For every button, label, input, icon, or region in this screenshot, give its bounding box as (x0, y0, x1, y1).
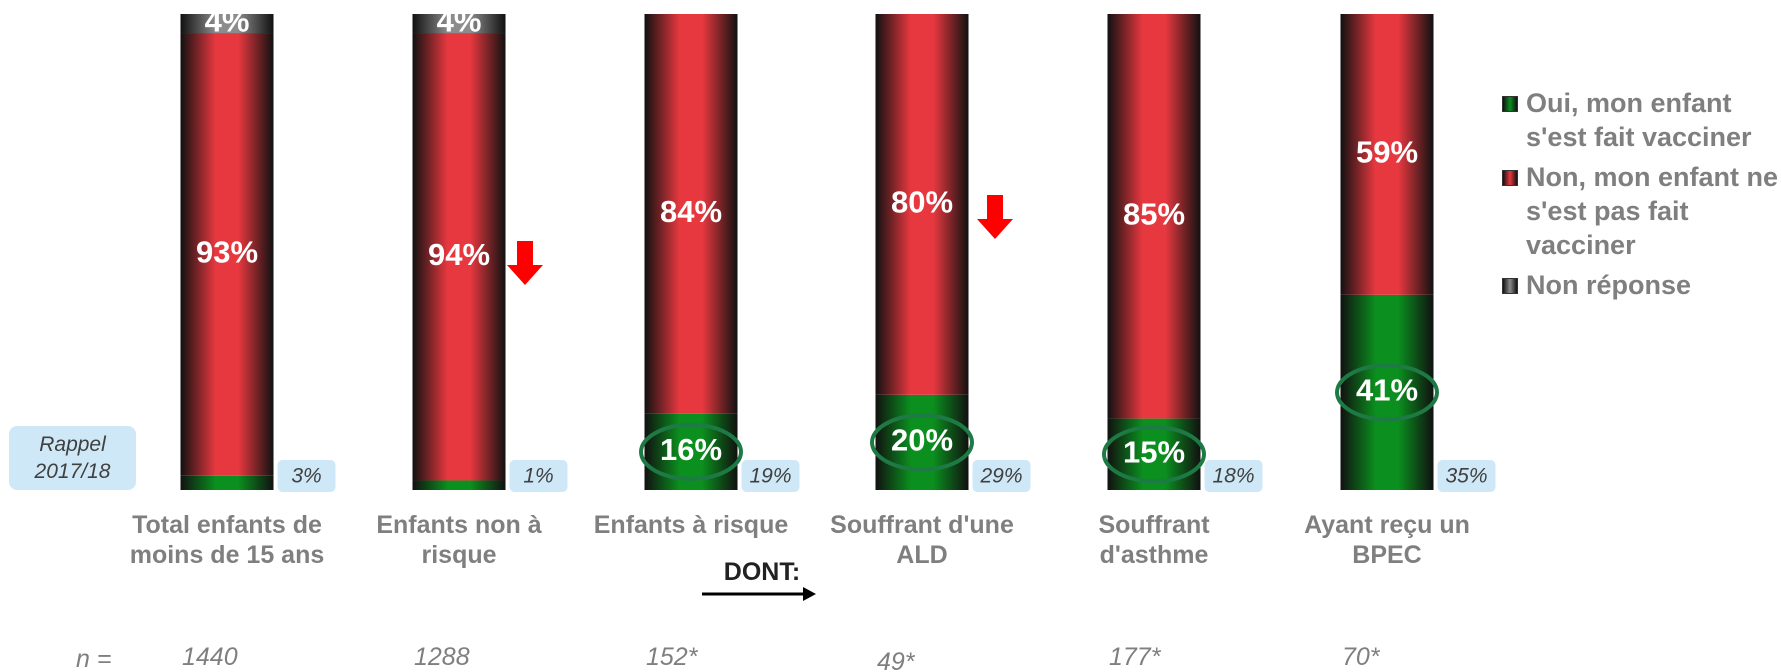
rappel-box (277, 460, 336, 492)
bar-segment (180, 14, 274, 34)
rappel-value: 19% (749, 465, 791, 488)
bar-segment (1107, 14, 1201, 419)
n-value: 49* (877, 648, 915, 672)
data-label: 94% (428, 237, 490, 272)
n-value: 177* (1109, 643, 1161, 671)
x-tick-label: Souffrant d'une ALD (830, 511, 1014, 569)
rappel-value: 29% (979, 465, 1022, 488)
bar-segment (1340, 14, 1434, 295)
rappel-box (972, 460, 1031, 492)
data-label: 4% (205, 4, 250, 39)
rappel-box (741, 460, 800, 492)
x-tick-label: Ayant reçu un BPEC (1304, 511, 1470, 569)
legend-swatch (1502, 278, 1518, 294)
data-label: 93% (196, 235, 258, 270)
n-value: 1288 (414, 643, 470, 671)
rappel-value: 1% (523, 465, 553, 488)
highlight-ring (870, 413, 974, 472)
data-label: 59% (1356, 135, 1418, 170)
data-label: 84% (660, 194, 722, 229)
x-tick-label: Enfants à risque (593, 511, 789, 539)
rappel-box (1437, 460, 1496, 492)
legend-label: Non réponse (1526, 270, 1692, 300)
legend-item: Non, mon enfant ne s'est pas fait vaccin… (1500, 160, 1780, 262)
n-value: 70* (1342, 643, 1380, 671)
n-value: 1440 (182, 643, 238, 671)
bar-segment (180, 475, 274, 490)
rappel-label: Rappel 2017/18 (9, 426, 136, 490)
bar-segment (1107, 418, 1201, 490)
highlight-ring (1335, 363, 1439, 422)
x-tick-label: Total enfants de moins de 15 ans (129, 511, 325, 569)
rappel-value: 18% (1212, 465, 1254, 488)
data-label: 85% (1123, 196, 1185, 231)
rappel-value: 35% (1445, 465, 1487, 488)
bar-segment (1340, 294, 1434, 490)
bar-segment (644, 14, 738, 414)
legend-label: Non, mon enfant ne s'est pas fait vaccin… (1526, 162, 1778, 260)
bar-segment (180, 33, 274, 476)
dont-arrowhead (803, 587, 816, 601)
data-label: 20% (891, 423, 953, 458)
bar-segment (412, 33, 506, 481)
bar-segment (412, 480, 506, 490)
data-label: 15% (1123, 434, 1185, 469)
dont-label: DONT: (723, 558, 801, 586)
legend-item: Oui, mon enfant s'est fait vacciner (1500, 86, 1780, 154)
data-label: 16% (660, 432, 722, 467)
bar-segment (412, 14, 506, 34)
n-label: n = (76, 645, 112, 672)
legend-swatch (1502, 170, 1518, 186)
highlight-ring (1102, 425, 1206, 484)
rappel-box (509, 460, 568, 492)
data-label: 41% (1356, 373, 1418, 408)
legend-item: Non réponse (1500, 268, 1780, 302)
rappel-box (1204, 460, 1263, 492)
legend: Oui, mon enfant s'est fait vacciner Non, … (1500, 86, 1780, 308)
data-label: 4% (437, 4, 482, 39)
x-tick-label: Enfants non à risque (376, 511, 542, 569)
bar-segment (875, 14, 969, 395)
n-value: 152* (646, 643, 698, 671)
legend-label: Oui, mon enfant s'est fait vacciner (1526, 88, 1752, 152)
data-label: 80% (891, 185, 953, 220)
down-arrow (977, 195, 1013, 239)
x-tick-label: Souffrant d'asthme (1098, 511, 1210, 569)
legend-swatch (1502, 96, 1518, 112)
highlight-ring (639, 422, 743, 481)
rappel-value: 3% (291, 465, 321, 488)
bar-segment (875, 394, 969, 490)
down-arrow (507, 241, 543, 285)
